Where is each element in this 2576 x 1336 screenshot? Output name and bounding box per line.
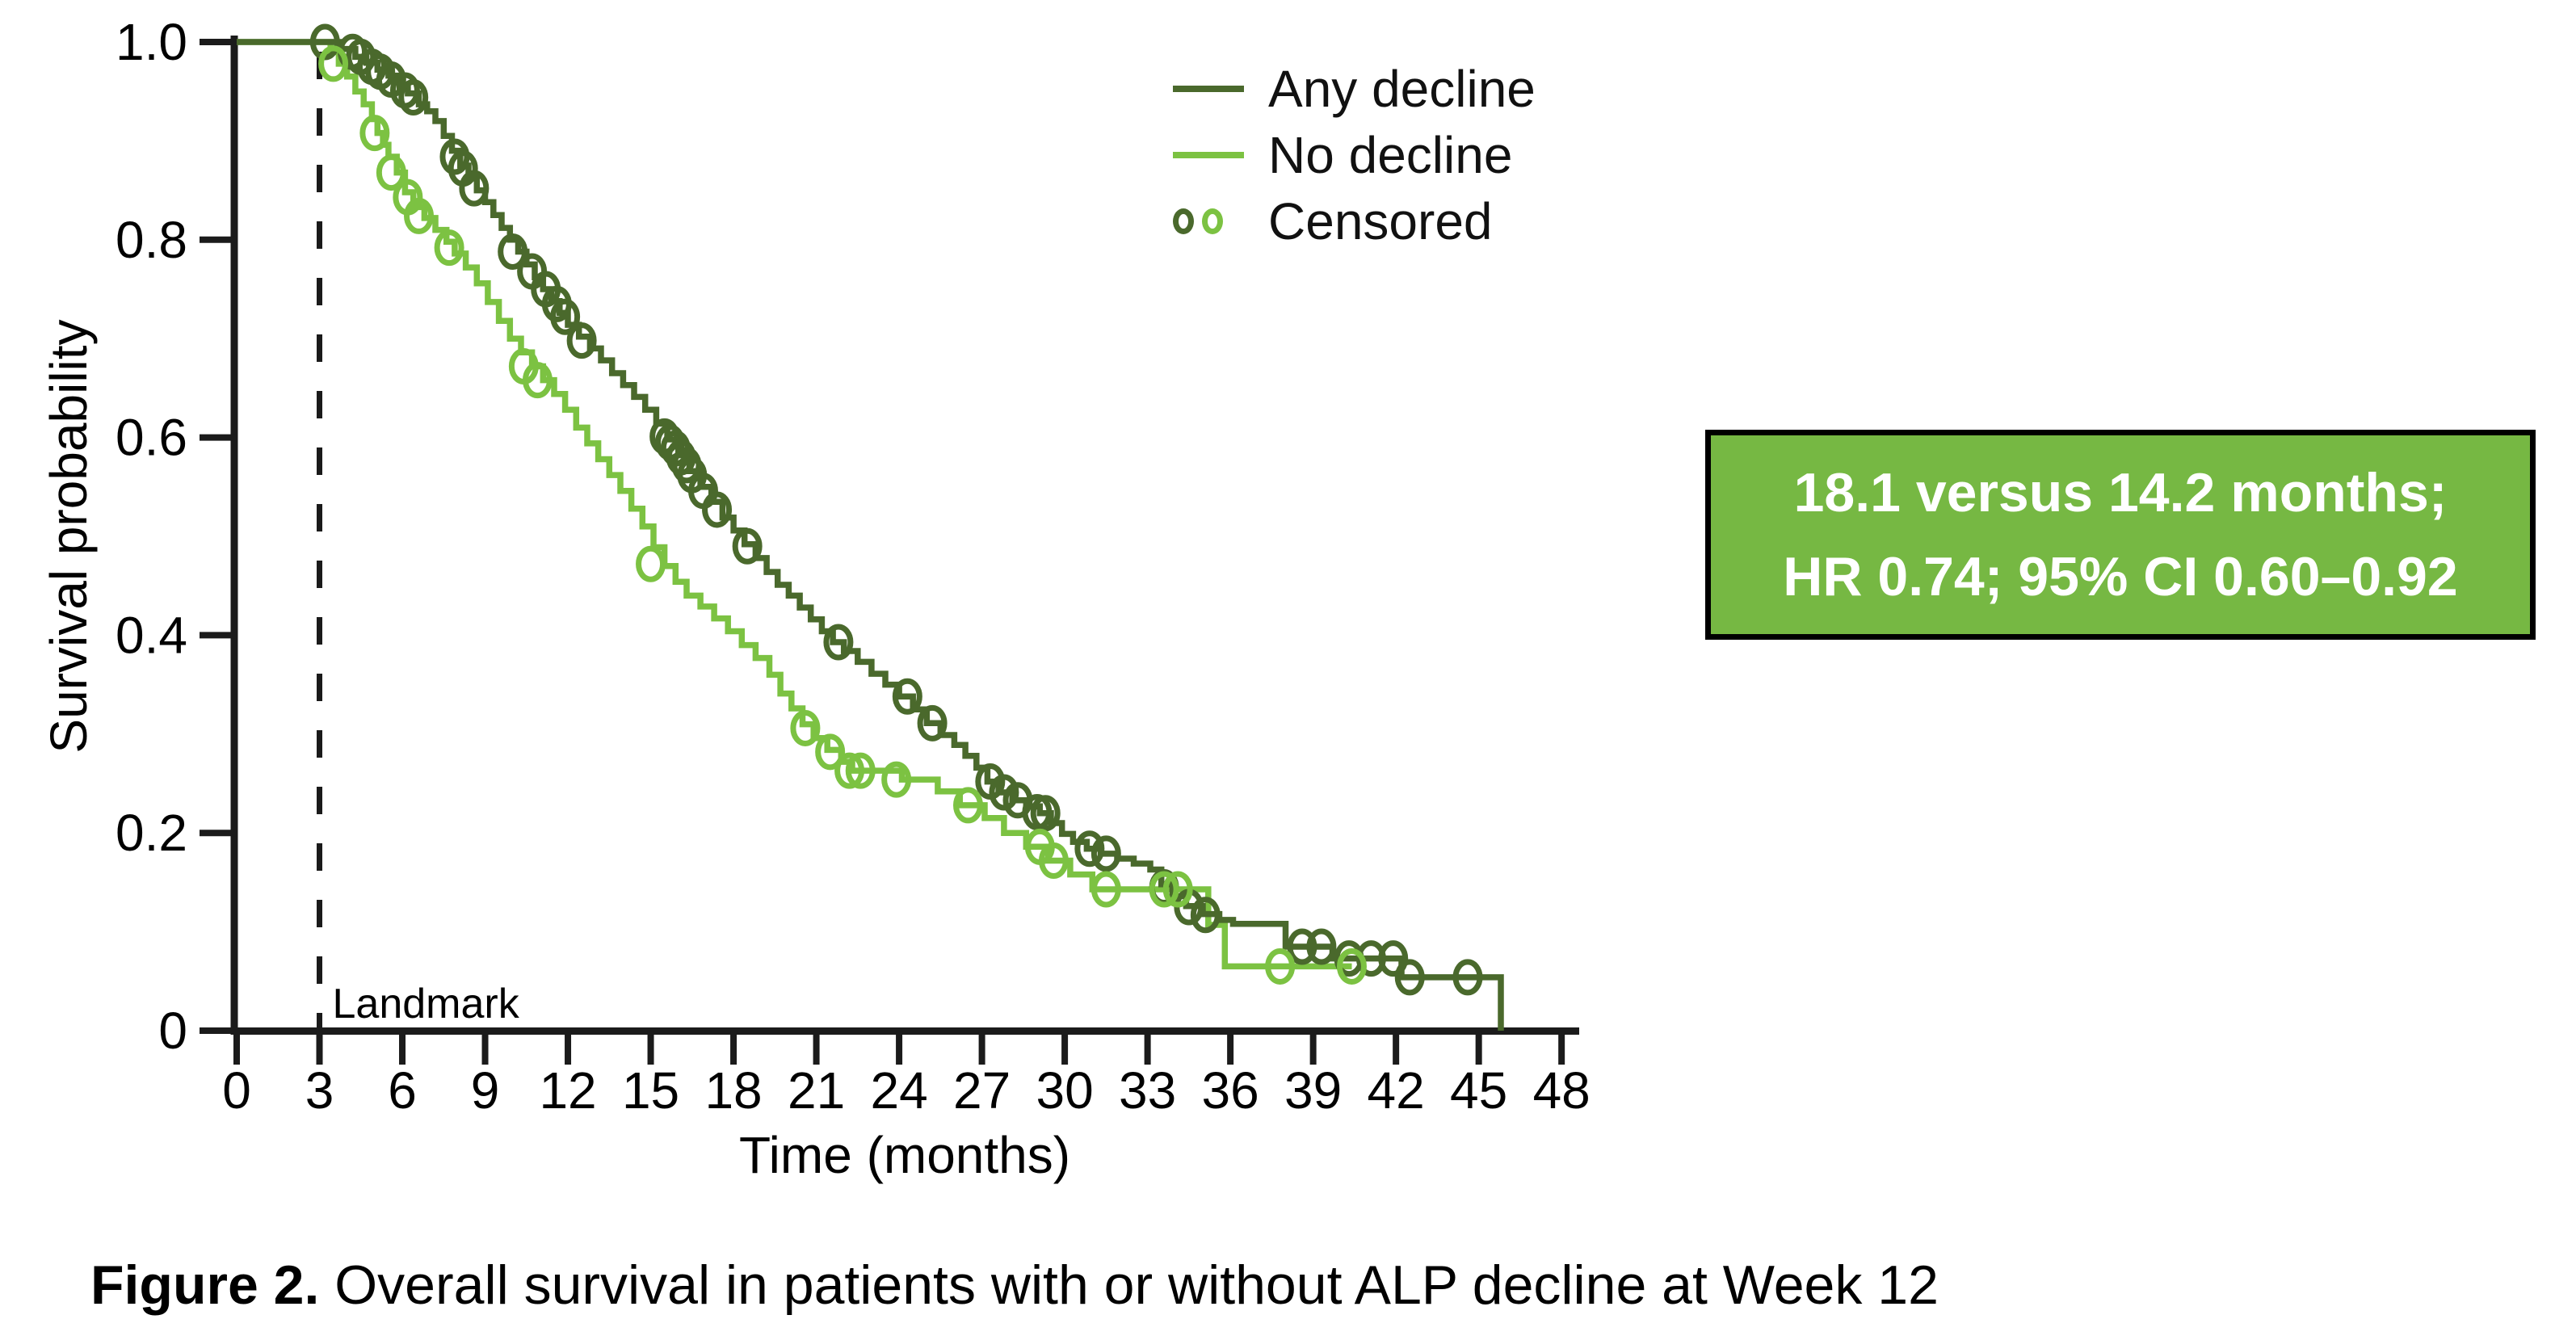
x-tick-label: 0 <box>222 1061 251 1120</box>
censor-mark-no-decline <box>815 733 846 771</box>
censor-mark-no-decline <box>834 752 865 789</box>
censor-mark-any-decline <box>498 233 528 270</box>
censor-mark-any-decline <box>398 79 429 116</box>
censor-mark-no-decline <box>1038 842 1069 879</box>
x-tick-label: 48 <box>1533 1061 1591 1120</box>
censor-mark-any-decline <box>917 704 948 742</box>
y-tick-label: 0.6 <box>116 409 187 467</box>
y-tick-label: 0.4 <box>116 606 187 664</box>
x-tick-label: 9 <box>471 1061 500 1120</box>
censor-mark-no-decline <box>953 787 984 824</box>
legend-item-any-decline: Any decline <box>1173 60 1536 118</box>
censor-mark-no-decline <box>522 362 553 399</box>
censor-mark-any-decline <box>989 774 1019 811</box>
censor-mark-any-decline <box>1030 795 1061 832</box>
censor-mark-no-decline <box>359 115 390 152</box>
censor-mark-any-decline <box>702 491 733 528</box>
censor-mark-any-decline <box>732 527 763 565</box>
censor-mark-no-decline <box>1265 947 1296 985</box>
x-tick-label: 33 <box>1119 1061 1176 1120</box>
y-tick-label: 0.2 <box>116 804 187 862</box>
censor-mark-no-decline <box>1336 947 1367 985</box>
censor-mark-no-decline <box>1149 871 1179 908</box>
figure-caption-text: Overall survival in patients with or wit… <box>319 1254 1939 1316</box>
censor-mark-any-decline <box>1378 940 1409 977</box>
any-decline-line-swatch <box>1173 86 1244 92</box>
annotation-line-1: 18.1 versus 14.2 months; <box>1793 462 2448 523</box>
censored-circles-icon <box>1173 208 1244 234</box>
censor-mark-any-decline <box>566 322 597 359</box>
censor-mark-no-decline <box>1090 871 1121 908</box>
censor-mark-no-decline <box>636 545 666 582</box>
x-tick-label: 27 <box>953 1061 1011 1120</box>
censor-mark-no-decline <box>318 45 349 82</box>
x-tick-label: 21 <box>788 1061 845 1120</box>
figure-caption: Figure 2. Overall survival in patients w… <box>90 1254 1939 1317</box>
x-tick-label: 15 <box>622 1061 679 1120</box>
censored-circle-dark-icon <box>1173 208 1194 234</box>
censor-mark-no-decline <box>376 154 406 191</box>
x-tick-label: 36 <box>1202 1061 1259 1120</box>
censor-mark-no-decline <box>404 197 435 234</box>
annotation-line-2: HR 0.74; 95% CI 0.60–0.92 <box>1783 546 2458 607</box>
hazard-ratio-annotation-box: 18.1 versus 14.2 months; HR 0.74; 95% CI… <box>1705 430 2536 640</box>
x-axis-title: Time (months) <box>739 1126 1070 1184</box>
censor-mark-any-decline <box>1190 897 1221 934</box>
x-tick-label: 12 <box>539 1061 596 1120</box>
censor-mark-any-decline <box>550 298 581 335</box>
censor-mark-no-decline <box>881 761 912 798</box>
legend-item-no-decline: No decline <box>1173 126 1536 184</box>
censor-mark-any-decline <box>1452 959 1483 996</box>
x-tick-label: 18 <box>704 1061 762 1120</box>
no-decline-line-swatch <box>1173 152 1244 158</box>
chart-legend: Any decline No decline Censored <box>1173 60 1536 258</box>
censor-mark-any-decline <box>823 624 854 661</box>
x-tick-label: 45 <box>1450 1061 1507 1120</box>
censor-mark-any-decline <box>1394 959 1425 996</box>
censor-mark-no-decline <box>845 752 876 789</box>
legend-item-censored: Censored <box>1173 192 1536 250</box>
x-tick-label: 24 <box>870 1061 927 1120</box>
x-tick-label: 6 <box>388 1061 417 1120</box>
y-tick-label: 1.0 <box>116 13 187 71</box>
censor-mark-any-decline <box>459 170 490 207</box>
censor-mark-any-decline <box>1306 928 1337 965</box>
y-tick-label: 0.8 <box>116 211 187 269</box>
y-tick-label: 0 <box>158 1002 187 1060</box>
x-tick-label: 3 <box>305 1061 334 1120</box>
legend-label-no-decline: No decline <box>1268 126 1513 184</box>
censor-mark-any-decline <box>1090 835 1121 872</box>
censor-mark-any-decline <box>1287 928 1317 965</box>
y-axis-title: Survival probability <box>40 319 98 753</box>
legend-label-any-decline: Any decline <box>1268 60 1536 118</box>
x-tick-label: 39 <box>1284 1061 1342 1120</box>
censor-mark-any-decline <box>892 678 922 715</box>
censor-mark-no-decline <box>1162 871 1193 908</box>
legend-label-censored: Censored <box>1268 192 1493 250</box>
censored-circle-light-icon <box>1202 208 1223 234</box>
censor-mark-no-decline <box>790 709 821 746</box>
figure-caption-number: Figure 2. <box>90 1254 320 1316</box>
x-tick-label: 42 <box>1368 1061 1425 1120</box>
x-tick-label: 30 <box>1036 1061 1094 1120</box>
censor-mark-no-decline <box>434 229 464 267</box>
censor-mark-any-decline <box>1074 830 1105 868</box>
landmark-label: Landmark <box>333 981 520 1027</box>
